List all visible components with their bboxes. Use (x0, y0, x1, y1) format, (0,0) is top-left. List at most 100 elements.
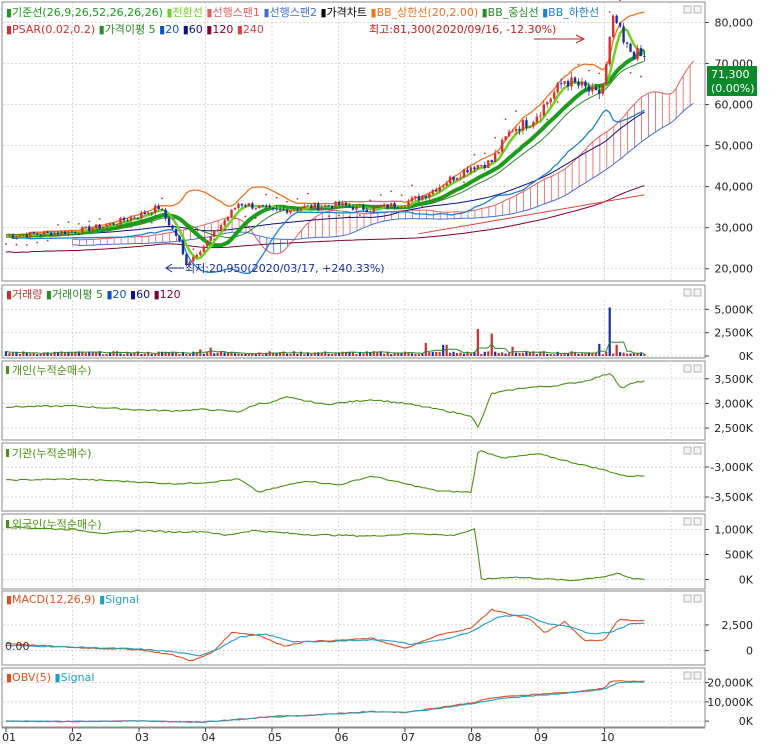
volume-bar (591, 352, 594, 356)
candle-body (77, 233, 81, 235)
candle-body (518, 128, 521, 131)
foreign-line (5, 526, 645, 582)
panel-corner-buttons (683, 5, 702, 680)
macd-panel-frame (1, 590, 706, 666)
volume-bar (507, 352, 511, 356)
volume-bar (421, 353, 424, 356)
x-tick-label: 09 (534, 731, 548, 744)
volume-bar (11, 352, 15, 356)
psar-dot (619, 0, 622, 2)
candle-body (167, 218, 171, 226)
volume-ma5-line (5, 341, 645, 355)
legend-item: ▮거래이평 5 (46, 288, 103, 301)
candle-body (448, 176, 452, 184)
volume-bar (265, 353, 268, 356)
institution-legend-swatch (6, 449, 9, 457)
volume-bar (192, 351, 195, 356)
candle-body (344, 202, 348, 206)
candle-body (202, 246, 205, 252)
psar-dot (244, 215, 247, 218)
volume-bar (43, 352, 46, 356)
candle-body (8, 235, 11, 237)
volume-bar (317, 352, 320, 356)
psar-dot (5, 243, 7, 245)
candle-body (84, 226, 87, 228)
candle-body (348, 205, 351, 207)
volume-bar (77, 351, 80, 356)
psar-dot (192, 248, 195, 251)
panel-maximize-box (693, 5, 702, 14)
candle-body (594, 86, 598, 91)
foreign-legend: 외국인(누적순매수) (12, 518, 102, 531)
psar-dot (431, 200, 434, 203)
volume-bar (237, 353, 240, 356)
volume-bar (272, 353, 275, 356)
y-tick-label: 50,000 (715, 140, 754, 153)
candle-body (150, 212, 153, 214)
volume-bar (587, 352, 590, 356)
psar-dot (442, 196, 445, 199)
volume-bar (254, 353, 257, 356)
y-tick-label: 20,000K (707, 677, 753, 690)
psar-dot (119, 226, 122, 229)
candle-body (539, 115, 542, 117)
volume-bar (327, 353, 330, 356)
candle-body (81, 227, 84, 234)
candle-body (629, 43, 632, 52)
candle-body (18, 235, 22, 237)
legend-item: ▮20 (106, 288, 126, 301)
volume-bar (39, 353, 42, 356)
price-indicator-lines (5, 0, 646, 274)
legend-item: ▮60 (183, 23, 203, 36)
candle-body (129, 217, 133, 221)
volume-bar (400, 353, 403, 356)
psar-dot (411, 184, 413, 187)
individual-line (5, 372, 645, 429)
macd-grid (3, 594, 704, 663)
candle-body (535, 116, 539, 123)
psar-dot (400, 194, 403, 197)
x-tick-label: 07 (401, 731, 415, 744)
volume-bar (115, 351, 119, 356)
volume-bar (324, 351, 327, 356)
candle-body (365, 209, 369, 212)
candle-body (244, 205, 247, 207)
volume-bar (199, 349, 202, 356)
low-arrow-head (165, 263, 173, 273)
volume-bar (226, 352, 230, 356)
legend-item: ▮120 (206, 23, 233, 36)
psar-dot (150, 221, 153, 224)
psar-dot (483, 152, 486, 155)
candle-body (289, 210, 292, 213)
volume-bar (4, 351, 8, 356)
volume-bar (480, 354, 483, 356)
psar-dot (577, 63, 580, 66)
volume-bars (4, 307, 646, 356)
high-annotation: 최고:81,300(2020/09/16, -12.30%) (369, 23, 556, 36)
volume-bar (147, 351, 150, 356)
volume-bar (164, 351, 167, 356)
psar-dot (306, 192, 309, 195)
high-arrow-head (575, 34, 586, 44)
bb-upper-line (5, 11, 645, 237)
candle-body (240, 203, 244, 206)
candle-body (320, 207, 323, 210)
volume-bar (619, 352, 622, 356)
volume-bar (539, 351, 542, 356)
volume-bar (150, 353, 153, 356)
y-tick-label: 20,000 (715, 263, 754, 276)
institution-grid (3, 446, 704, 509)
candle-body (584, 81, 587, 87)
candle-body (67, 231, 70, 235)
volume-bar (91, 351, 94, 356)
volume-bar (50, 353, 53, 356)
candle-body (563, 81, 566, 84)
x-tick-label: 03 (135, 731, 149, 744)
candle-body (74, 231, 77, 234)
psar-dot (556, 101, 559, 103)
candle-body (22, 234, 25, 236)
volume-bar (209, 347, 212, 356)
candle-body (212, 230, 216, 237)
ma240-line (418, 194, 645, 235)
volume-bar (36, 354, 39, 356)
